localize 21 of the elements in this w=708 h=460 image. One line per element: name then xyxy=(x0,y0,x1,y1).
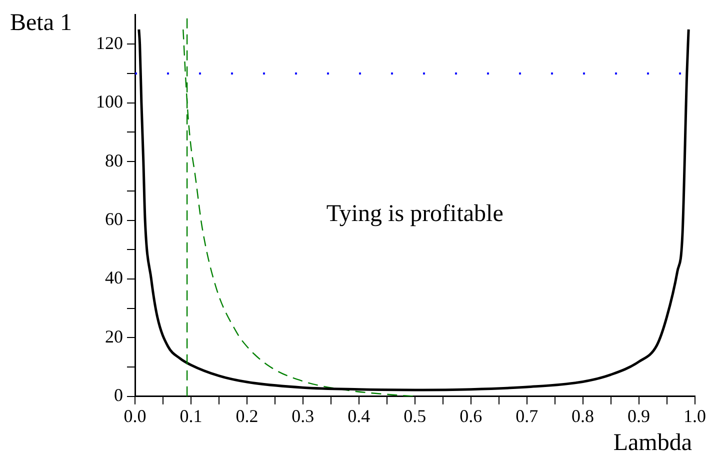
y-tick-label: 20 xyxy=(105,326,123,346)
x-tick-label: 0.7 xyxy=(516,406,538,426)
x-tick-label: 0.4 xyxy=(348,406,370,426)
x-tick-label: 1.0 xyxy=(684,406,706,426)
x-tick-label: 0.8 xyxy=(572,406,594,426)
x-tick-label: 0.5 xyxy=(404,406,426,426)
y-tick-label: 120 xyxy=(96,32,123,53)
x-tick-label: 0.3 xyxy=(292,406,314,426)
y-tick-label: 40 xyxy=(105,268,123,288)
y-tick-label: 80 xyxy=(105,150,123,170)
x-tick-label: 0.2 xyxy=(236,406,258,426)
y-tick-label: 100 xyxy=(96,92,123,112)
annotation: Tying is profitable xyxy=(326,200,504,227)
y-axis-title: Beta 1 xyxy=(10,10,72,36)
x-tick-label: 0.6 xyxy=(460,406,482,426)
x-axis-title: Lambda xyxy=(613,430,692,456)
x-tick-label: 0.1 xyxy=(180,406,202,426)
x-tick-label: 0.0 xyxy=(124,406,146,426)
x-tick-label: 0.9 xyxy=(628,406,650,426)
y-tick-label: 60 xyxy=(105,209,123,230)
y-tick-label: 0 xyxy=(114,385,123,406)
